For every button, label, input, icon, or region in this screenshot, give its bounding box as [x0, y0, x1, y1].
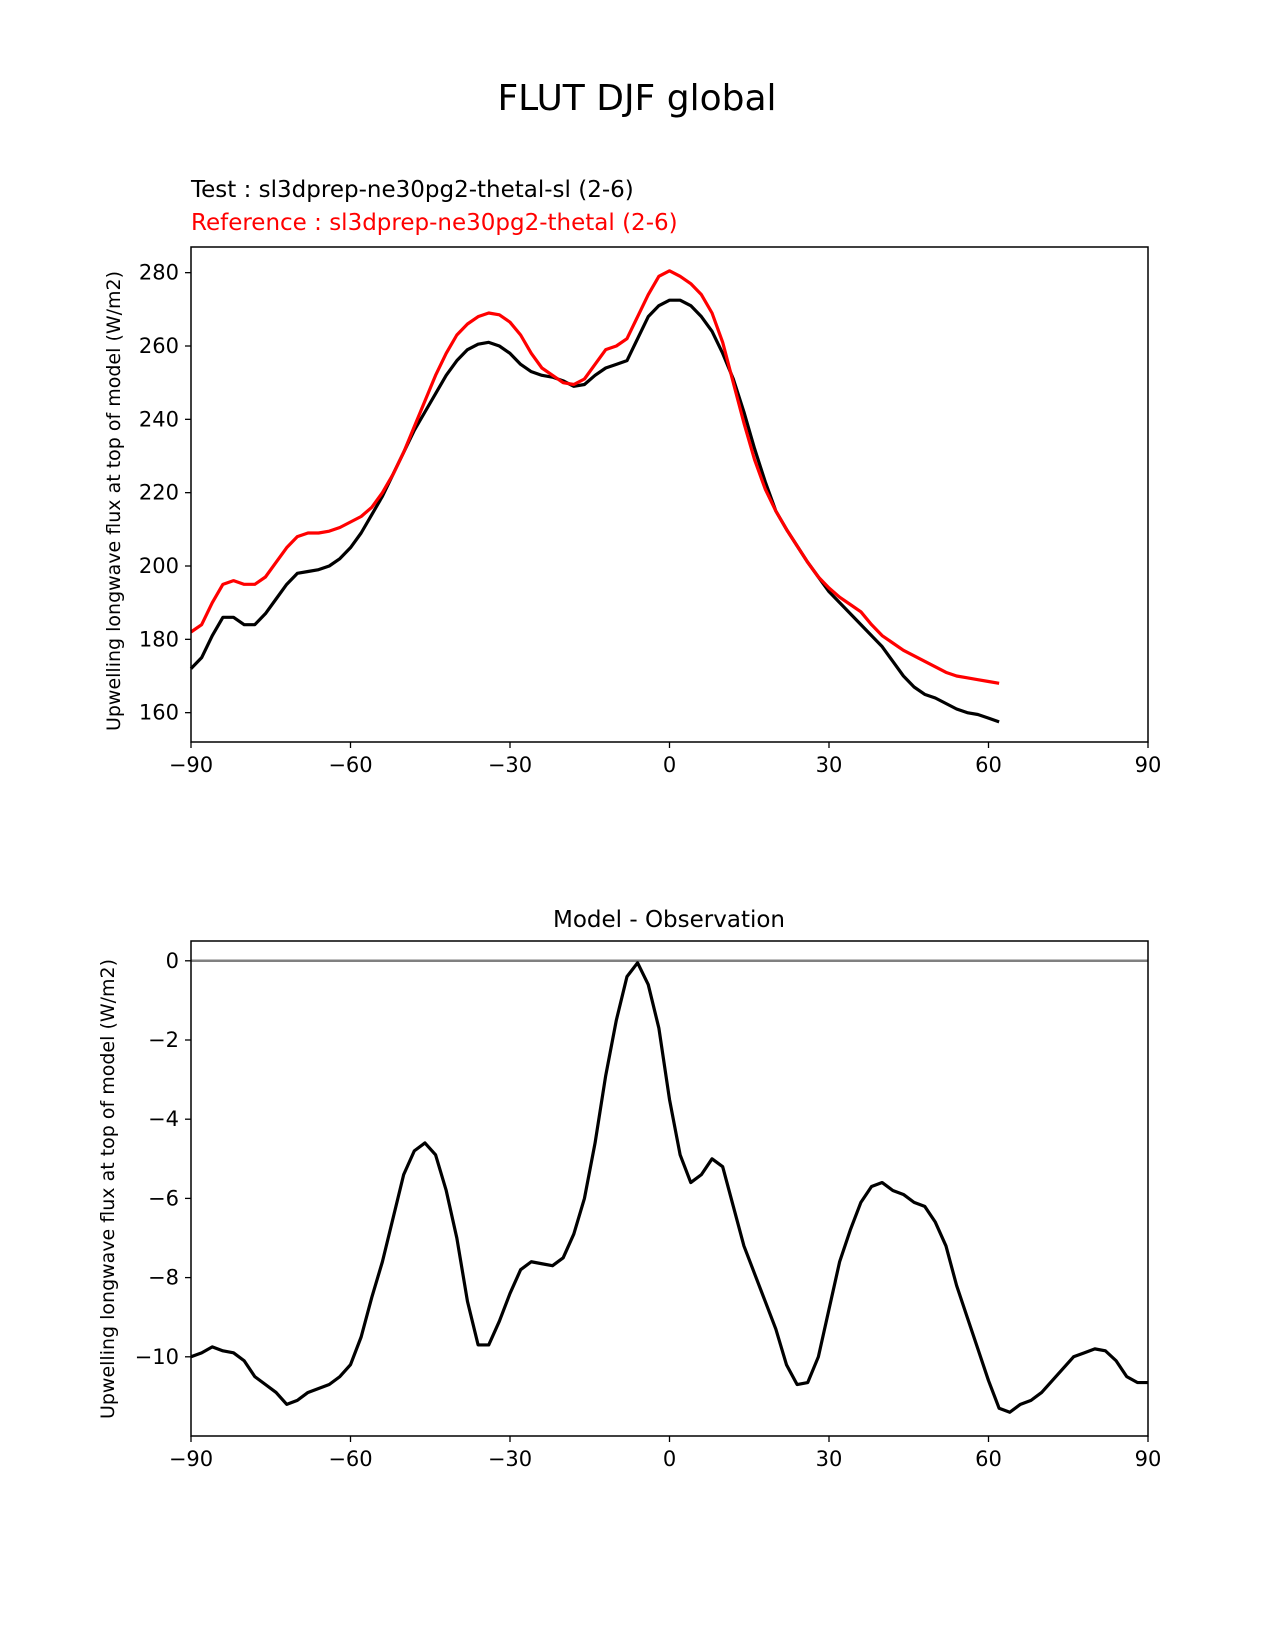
bottom-plot-frame: [190, 940, 1149, 1437]
x-tick-label: 90: [1135, 1447, 1162, 1471]
y-tick-label: 260: [139, 334, 179, 358]
x-tick-label: −30: [488, 753, 532, 777]
figure-title: FLUT DJF global: [497, 78, 776, 119]
test-label: Test : sl3dprep-ne30pg2-thetal-sl (2-6): [190, 177, 634, 203]
x-tick-label: 30: [816, 753, 843, 777]
y-tick-label: −6: [148, 1186, 179, 1210]
y-tick-label: −8: [148, 1266, 179, 1290]
top-panel: Test : sl3dprep-ne30pg2-thetal-sl (2-6) …: [103, 177, 1161, 777]
bottom-y-axis-label: Upwelling longwave flux at top of model …: [97, 959, 119, 1419]
y-tick-label: 280: [139, 261, 179, 285]
x-tick-label: 0: [663, 1447, 676, 1471]
x-tick-label: −60: [328, 753, 372, 777]
series-line-test: [189, 298, 1000, 724]
top-y-axis-label: Upwelling longwave flux at top of model …: [103, 271, 125, 731]
reference-label: Reference : sl3dprep-ne30pg2-thetal (2-6…: [191, 210, 678, 236]
x-tick-label: −90: [169, 1447, 213, 1471]
series-line-reference: [190, 269, 1000, 685]
y-tick-label: −2: [148, 1028, 179, 1052]
x-tick-label: −60: [328, 1447, 372, 1471]
y-tick-label: 220: [139, 481, 179, 505]
series-line-difference: [190, 961, 1148, 1414]
y-tick-label: −4: [148, 1107, 179, 1131]
x-tick-label: 60: [975, 1447, 1002, 1471]
y-tick-label: 180: [139, 627, 179, 651]
x-tick-label: 30: [816, 1447, 843, 1471]
y-tick-label: −10: [135, 1345, 179, 1369]
y-tick-label: 240: [139, 407, 179, 431]
bottom-panel-title: Model - Observation: [553, 907, 785, 933]
y-tick-label: 200: [139, 554, 179, 578]
x-tick-label: 90: [1135, 753, 1162, 777]
x-tick-label: −30: [488, 1447, 532, 1471]
y-tick-label: 160: [139, 701, 179, 725]
bottom-panel: Model - Observation Upwelling longwave f…: [97, 907, 1161, 1471]
x-tick-label: −90: [169, 753, 213, 777]
top-plot-frame: [190, 246, 1149, 743]
x-tick-label: 60: [975, 753, 1002, 777]
x-tick-label: 0: [663, 753, 676, 777]
y-tick-label: 0: [166, 949, 179, 973]
